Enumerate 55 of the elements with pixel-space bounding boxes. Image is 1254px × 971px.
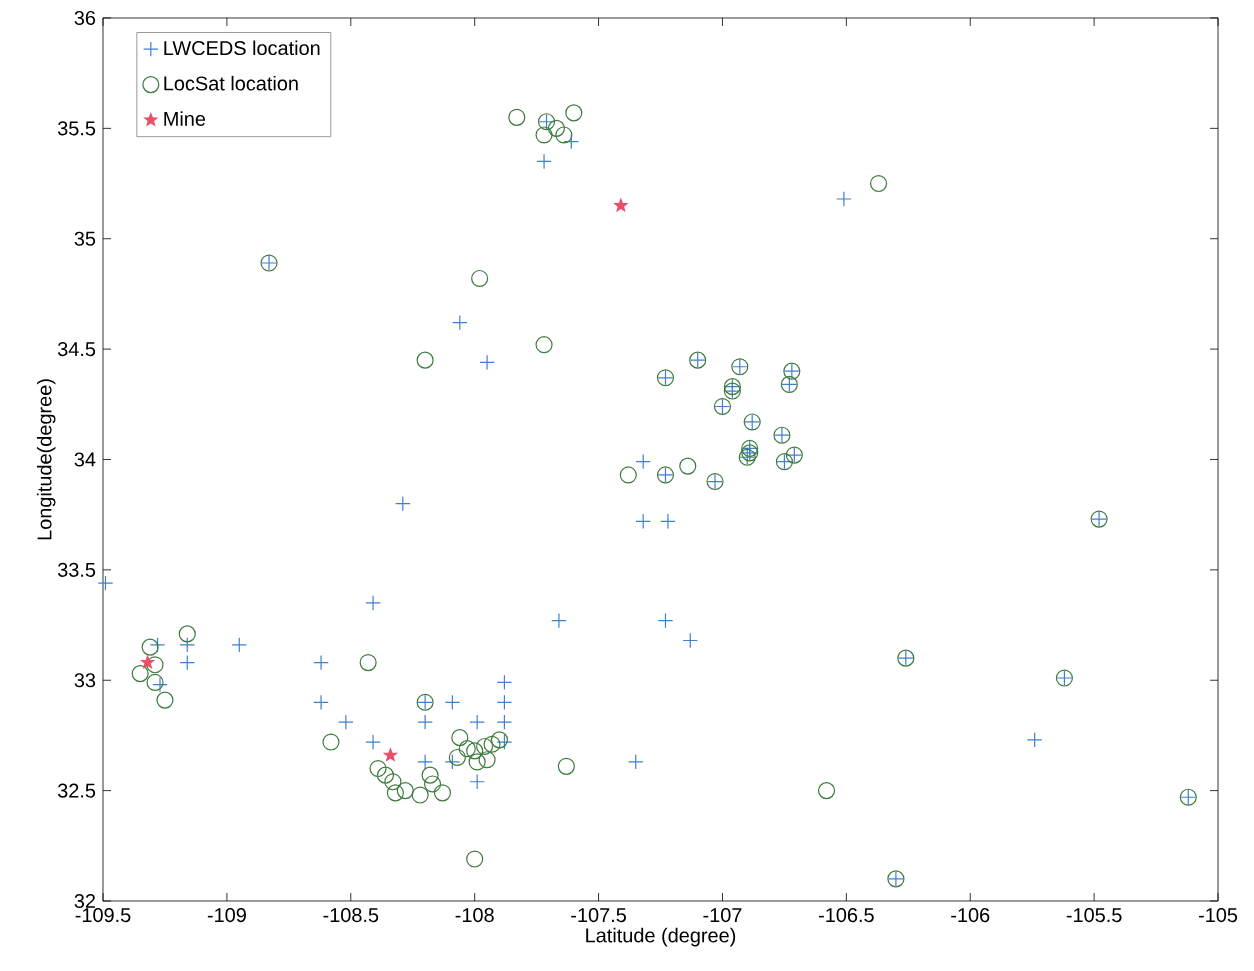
point: [682, 632, 699, 649]
point: [657, 612, 674, 629]
point: [231, 637, 248, 653]
point: [496, 714, 513, 730]
y-tick-label: 34: [74, 452, 96, 467]
point: [627, 754, 644, 770]
x-tick-label: -109.5: [75, 908, 131, 923]
point: [452, 314, 468, 331]
y-tick-label: 36: [74, 10, 96, 26]
y-tick-label: 32: [74, 893, 95, 909]
legend-label: Mine: [164, 111, 206, 126]
point: [614, 198, 628, 212]
point: [496, 694, 513, 711]
point: [536, 153, 552, 170]
x-tick-label: -107.5: [571, 908, 626, 923]
point: [313, 694, 329, 711]
point: [469, 714, 485, 730]
point: [551, 612, 567, 629]
y-tick-label: 33: [74, 673, 96, 688]
point: [836, 191, 852, 207]
point: [338, 714, 354, 730]
x-tick-label: -108.5: [323, 908, 379, 923]
x-tick-label: -106: [951, 908, 990, 923]
y-tick-label: 35.5: [57, 121, 96, 136]
y-tick-label: 33.5: [57, 562, 96, 577]
y-tick-label: 35: [74, 231, 96, 246]
x-tick-label: -107: [703, 908, 742, 923]
y-tick-label: 32.5: [57, 783, 96, 798]
y-tick-label: 34.5: [57, 342, 96, 357]
point: [97, 575, 114, 591]
x-axis-title: Latitude (degree): [586, 927, 736, 947]
point: [496, 674, 513, 691]
y-axis-title: Longitude(degree): [36, 379, 56, 540]
point: [635, 453, 651, 470]
point: [179, 654, 196, 671]
point: [417, 714, 433, 730]
point: [660, 513, 676, 530]
point: [479, 354, 495, 371]
point: [395, 495, 411, 512]
point: [417, 754, 433, 770]
x-tick-label: -108: [455, 908, 494, 923]
point: [313, 654, 329, 671]
point: [635, 513, 651, 530]
point: [1026, 732, 1043, 748]
point: [469, 774, 485, 790]
x-tick-label: -105.5: [1066, 908, 1122, 923]
point: [383, 748, 398, 762]
legend-label: LocSat location: [164, 75, 298, 91]
x-tick-label: -106.5: [818, 908, 874, 923]
x-tick-label: -105: [1198, 908, 1238, 923]
point: [365, 734, 381, 750]
x-tick-label: -109: [207, 908, 246, 923]
legend-label: LWCEDS location: [164, 40, 320, 56]
point: [444, 694, 461, 711]
point: [365, 595, 381, 611]
